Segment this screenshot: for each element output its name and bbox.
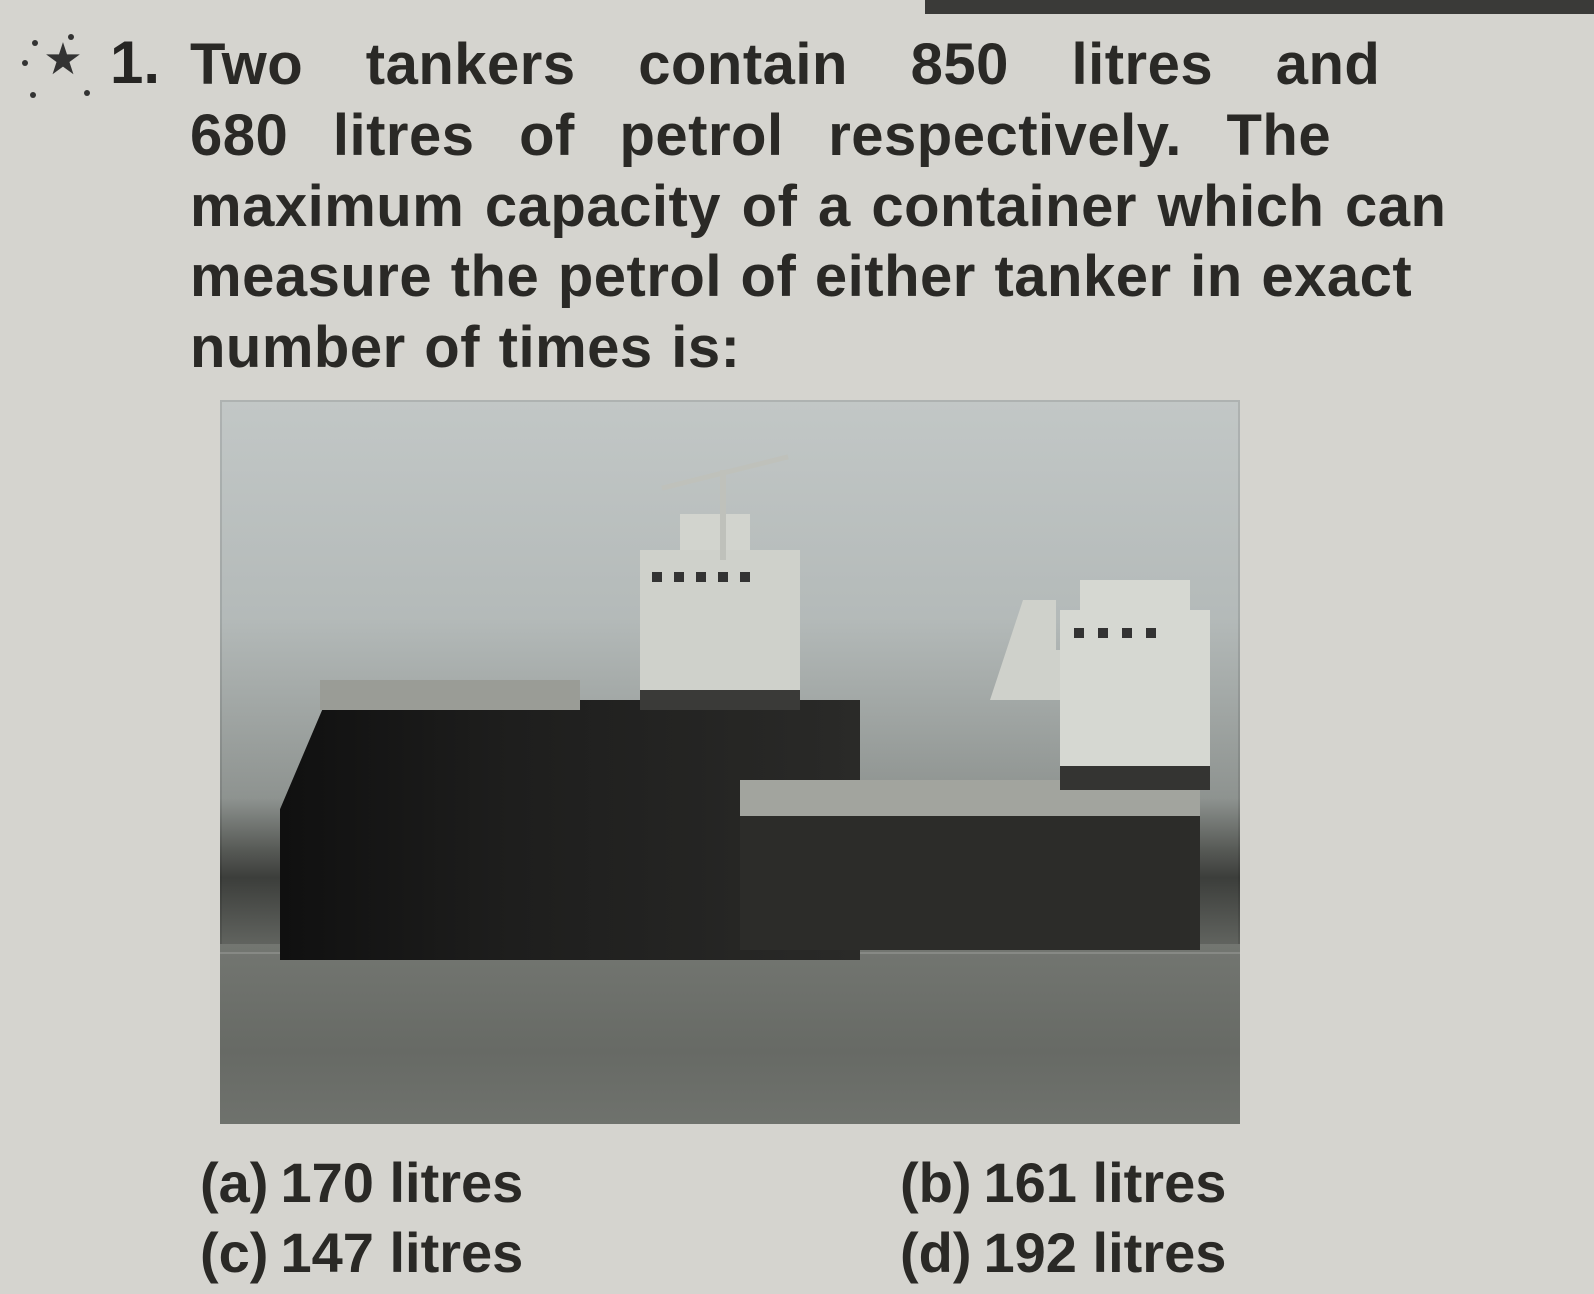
question-line-5: number of times is:	[190, 313, 1584, 384]
question-line-2: 680 litres of petrol respectively. The	[190, 101, 1584, 172]
option-a-key: (a)	[200, 1151, 268, 1214]
option-b-text: 161 litres	[984, 1151, 1227, 1214]
option-d-text: 192 litres	[984, 1221, 1227, 1284]
option-a[interactable]: (a)170 litres	[200, 1148, 900, 1218]
option-c-key: (c)	[200, 1221, 268, 1284]
question-figure	[220, 400, 1240, 1124]
question-bullet-star	[28, 38, 98, 82]
figure-right-ship-superstructure	[1060, 610, 1210, 790]
question-line-4: measure the petrol of either tanker in e…	[190, 242, 1584, 313]
question-text: Two tankers contain 850 litres and 680 l…	[190, 30, 1584, 384]
question-line-3: maximum capacity of a container which ca…	[190, 172, 1584, 243]
figure-sea	[220, 944, 1240, 1124]
figure-right-ship-hull	[740, 780, 1200, 950]
top-border-fragment	[925, 0, 1594, 14]
option-a-text: 170 litres	[280, 1151, 523, 1214]
figure-left-ship-deck	[320, 680, 580, 710]
option-c[interactable]: (c)147 litres	[200, 1218, 900, 1288]
star-icon	[43, 38, 82, 82]
option-d-key: (d)	[900, 1221, 972, 1284]
figure-crane	[720, 470, 726, 560]
option-d[interactable]: (d)192 litres	[900, 1218, 1226, 1288]
option-b[interactable]: (b)161 litres	[900, 1148, 1226, 1218]
question-line-1: Two tankers contain 850 litres and	[190, 30, 1584, 101]
question-number: 1.	[110, 28, 160, 97]
option-b-key: (b)	[900, 1151, 972, 1214]
option-c-text: 147 litres	[280, 1221, 523, 1284]
answer-options: (a)170 litres (b)161 litres (c)147 litre…	[200, 1148, 1554, 1288]
figure-left-ship-superstructure	[640, 550, 800, 710]
